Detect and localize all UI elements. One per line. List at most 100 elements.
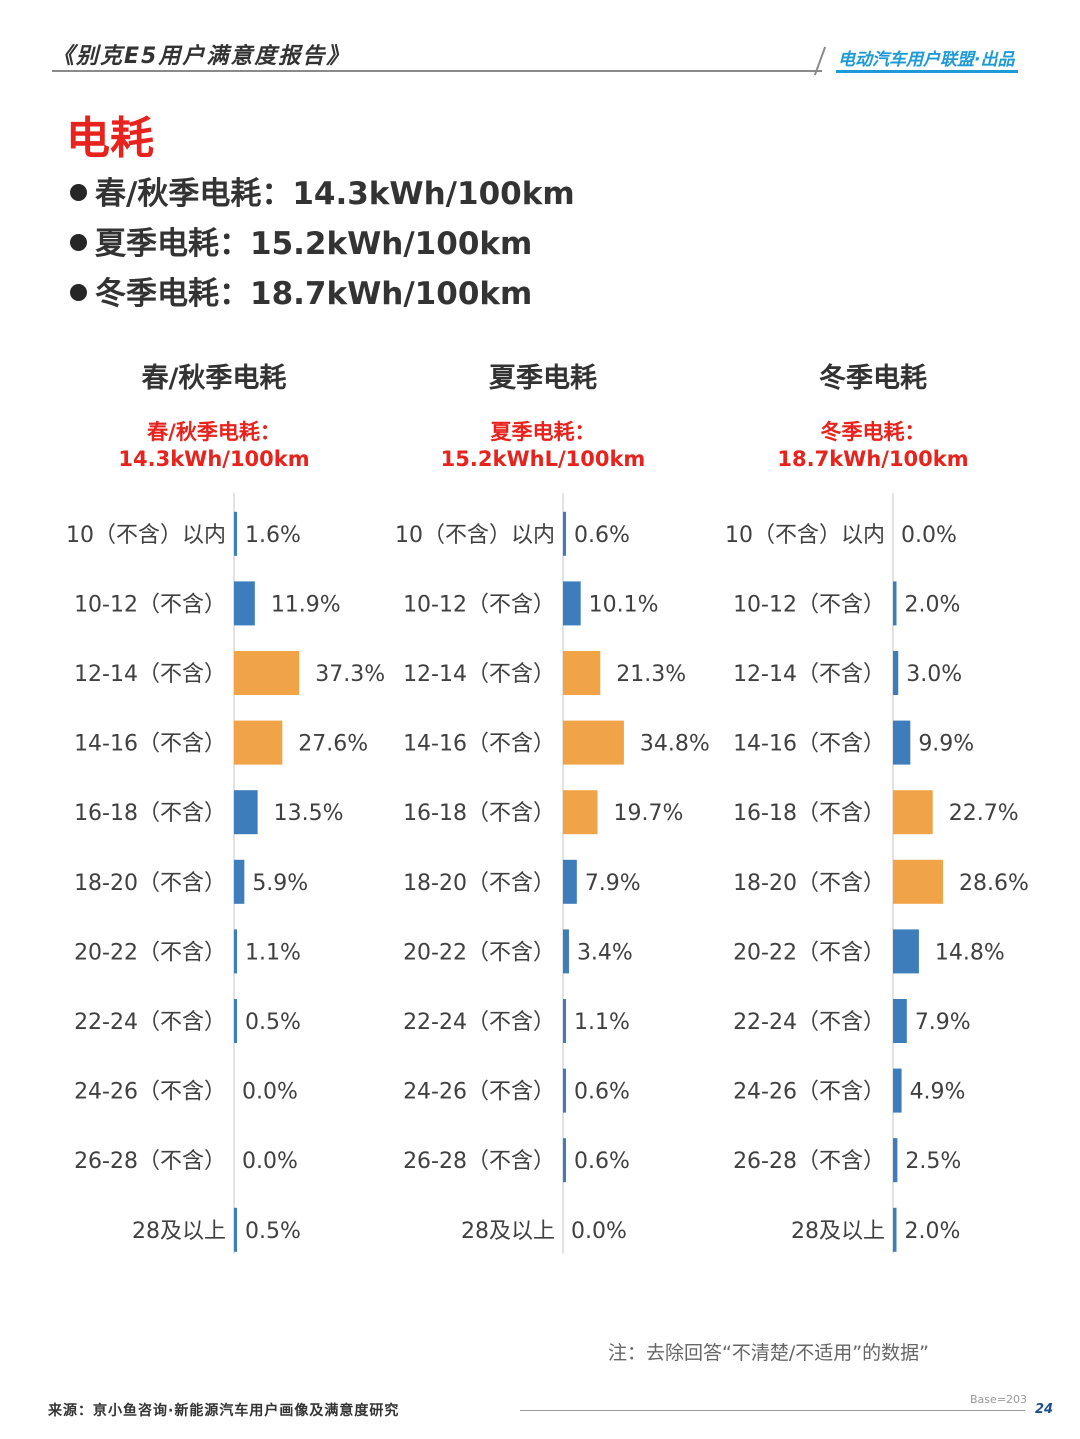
data-label: 22.7%	[949, 801, 1019, 826]
category-label: 24-26（不含）	[733, 1080, 885, 1105]
bar	[563, 790, 598, 835]
category-label: 24-26（不含）	[74, 1080, 226, 1105]
summary-text: 夏季电耗：15.2kWh/100km	[95, 226, 533, 262]
data-label: 7.9%	[585, 871, 641, 896]
data-label: 0.0%	[571, 1219, 627, 1244]
summary-text: 冬季电耗：18.7kWh/100km	[95, 276, 533, 312]
category-label: 12-14（不含）	[403, 662, 555, 687]
category-label: 26-28（不含）	[403, 1149, 555, 1174]
data-label: 0.5%	[245, 1219, 301, 1244]
data-label: 2.0%	[905, 1219, 961, 1244]
summary-item-summer: 夏季电耗：15.2kWh/100km	[70, 224, 532, 264]
bar	[234, 929, 237, 974]
data-label: 7.9%	[915, 1010, 971, 1035]
data-label: 34.8%	[640, 732, 710, 757]
chart-subtitle-label: 夏季电耗：	[491, 420, 596, 444]
data-label: 0.0%	[242, 1149, 298, 1174]
bullet-dot-icon	[70, 234, 87, 251]
sample-base: Base=203	[970, 1393, 1027, 1406]
bar	[893, 1138, 898, 1183]
data-label: 3.0%	[906, 662, 962, 687]
bar	[563, 581, 581, 626]
bar	[234, 581, 255, 626]
chart-subtitle-label: 冬季电耗：	[821, 420, 926, 444]
category-label: 24-26（不含）	[403, 1080, 555, 1105]
chart-title: 夏季电耗	[489, 363, 597, 394]
chart-subtitle-label: 春/秋季电耗：	[147, 420, 281, 444]
category-label: 10（不含）以内	[395, 523, 555, 548]
category-label: 10-12（不含）	[403, 592, 555, 617]
category-label: 22-24（不含）	[733, 1010, 885, 1035]
data-label: 9.9%	[918, 732, 974, 757]
data-label: 3.4%	[577, 940, 633, 965]
category-label: 28及以上	[132, 1219, 226, 1244]
brand-underline	[836, 70, 1018, 73]
category-label: 12-14（不含）	[733, 662, 885, 687]
category-label: 14-16（不含）	[74, 732, 226, 757]
bar	[563, 999, 566, 1043]
category-label: 18-20（不含）	[403, 871, 555, 896]
category-label: 26-28（不含）	[74, 1149, 226, 1174]
chart-title: 冬季电耗	[819, 362, 927, 394]
bar	[234, 999, 237, 1043]
bar	[563, 511, 566, 556]
category-label: 22-24（不含）	[74, 1010, 226, 1035]
data-label: 27.6%	[298, 732, 368, 757]
bar	[563, 651, 601, 695]
category-label: 10-12（不含）	[74, 592, 226, 617]
category-label: 16-18（不含）	[733, 801, 885, 826]
bar	[893, 720, 911, 765]
data-label: 0.0%	[901, 523, 957, 548]
data-label: 1.6%	[245, 523, 301, 548]
category-label: 20-22（不含）	[403, 940, 555, 965]
summary-item-spring-autumn: 春/秋季电耗：14.3kWh/100km	[70, 174, 575, 214]
data-label: 4.9%	[910, 1080, 966, 1105]
data-label: 0.6%	[574, 523, 630, 548]
category-label: 16-18（不含）	[403, 801, 555, 826]
bar	[893, 929, 919, 974]
chart-panels: 春/秋季电耗 春/秋季电耗： 14.3kWh/100km 10（不含）以内 1.6% 10…	[0, 340, 1080, 1300]
report-title: 《别克E5用户满意度报告》	[52, 44, 351, 69]
chart-subtitle-value: 18.7kWh/100km	[777, 447, 968, 471]
bar	[234, 651, 300, 695]
category-label: 10（不含）以内	[725, 523, 885, 548]
category-label: 10-12（不含）	[733, 592, 885, 617]
footnote: 注：去除回答“不清楚/不适用”的数据”	[608, 1342, 929, 1364]
bar	[234, 790, 258, 835]
data-label: 0.0%	[242, 1080, 298, 1105]
bar	[893, 581, 897, 626]
brand-label: 电动汽车用户联盟·出品	[838, 50, 1015, 70]
bar	[234, 511, 237, 556]
category-label: 20-22（不含）	[733, 940, 885, 965]
data-label: 11.9%	[271, 592, 341, 617]
bar	[893, 1068, 902, 1113]
bar	[563, 1138, 566, 1183]
data-label: 21.3%	[616, 662, 686, 687]
category-label: 26-28（不含）	[733, 1149, 885, 1174]
data-label: 2.5%	[905, 1149, 961, 1174]
summary-text: 春/秋季电耗：14.3kWh/100km	[95, 176, 575, 212]
bar	[893, 651, 899, 695]
bar	[893, 1207, 897, 1252]
data-label: 37.3%	[315, 662, 385, 687]
data-label: 1.1%	[245, 940, 301, 965]
page-number: 24	[1035, 1402, 1054, 1417]
bar	[563, 1068, 566, 1113]
summary-item-winter: 冬季电耗：18.7kWh/100km	[70, 274, 532, 314]
category-label: 20-22（不含）	[74, 940, 226, 965]
category-label: 18-20（不含）	[733, 871, 885, 896]
data-label: 0.6%	[574, 1149, 630, 1174]
category-label: 10（不含）以内	[66, 523, 226, 548]
data-label: 0.5%	[245, 1010, 301, 1035]
bar	[563, 720, 624, 765]
data-label: 1.1%	[574, 1010, 630, 1035]
data-label: 13.5%	[274, 801, 344, 826]
bullet-dot-icon	[70, 184, 87, 201]
page-title: 电耗	[66, 113, 154, 164]
chart-subtitle-value: 15.2kWhL/100km	[441, 447, 646, 471]
category-label: 28及以上	[791, 1219, 885, 1244]
bar	[563, 859, 577, 904]
chart-title: 春/秋季电耗	[142, 363, 287, 394]
bar	[234, 859, 245, 904]
